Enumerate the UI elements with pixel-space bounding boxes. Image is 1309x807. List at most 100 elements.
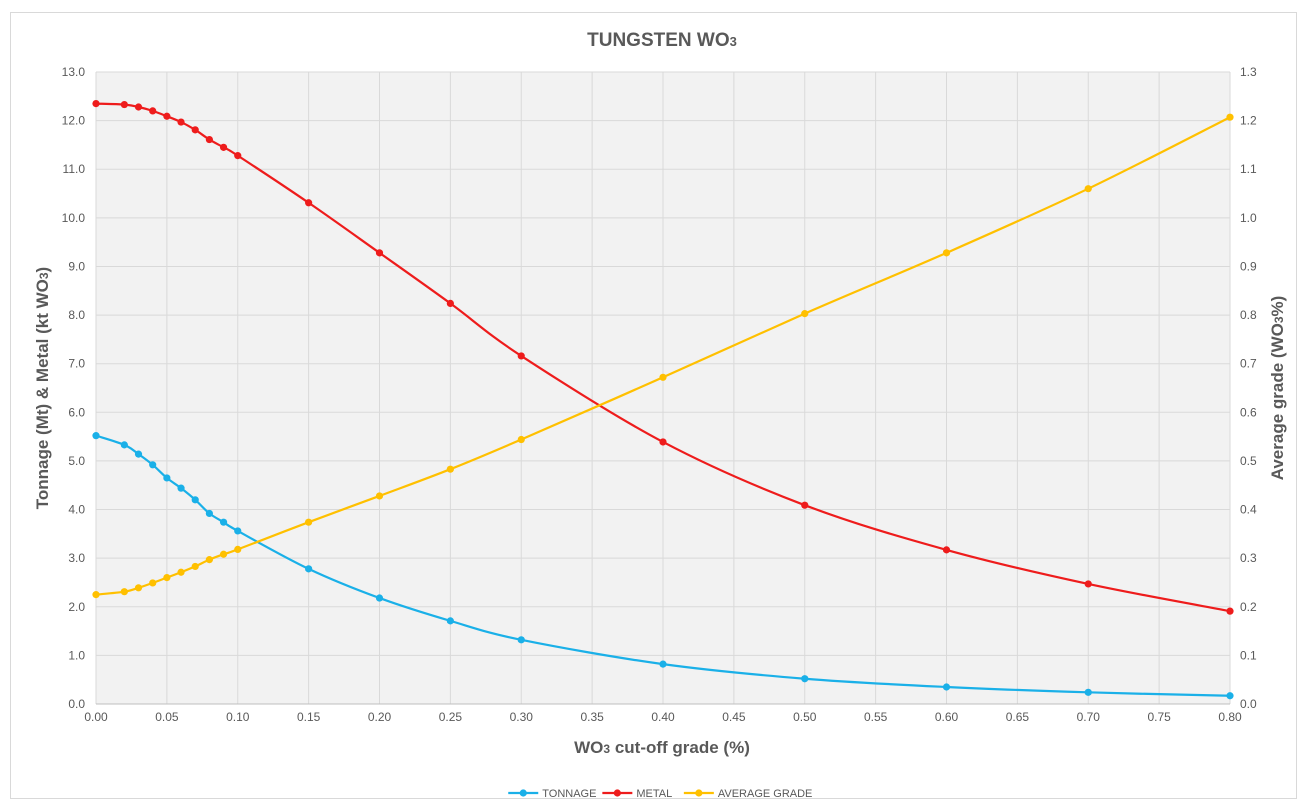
average-grade-point	[134, 584, 143, 592]
legend-item-tonnage: TONNAGE	[508, 788, 596, 800]
tonnage-point	[375, 594, 384, 602]
metal-point	[219, 143, 228, 151]
average-grade-point	[163, 574, 171, 582]
metal-point	[120, 100, 128, 109]
series-metal	[92, 100, 1234, 615]
metal-point	[163, 112, 171, 120]
y-left-tick-label: 0.0	[68, 697, 85, 711]
x-tick-labels: 0.00 0.05 0.10 0.15 0.20 0.25 0.30 0.35 0.40 0.45…	[84, 710, 1242, 724]
x-tick-label: 0.75	[1147, 710, 1171, 724]
x-tick-label: 0.80	[1218, 710, 1242, 724]
y-right-tick-label: 1.3	[1240, 65, 1257, 79]
x-tick-label: 0.35	[580, 710, 604, 724]
average-grade-line	[95, 116, 1231, 596]
y-left-tick-labels: 0.0 1.0 2.0 3.0 4.0 5.0 6.0 7.0 8.0 9.0 10.0 11.0 12…	[62, 65, 86, 711]
y-left-tick-label: 4.0	[68, 503, 85, 517]
y-left-tick-label: 1.0	[68, 648, 85, 662]
metal-point	[191, 126, 199, 134]
y-left-tick-label: 7.0	[68, 357, 85, 371]
y-left-tick-label: 5.0	[68, 454, 85, 468]
tonnage-point	[234, 527, 242, 535]
average-grade-point	[446, 465, 454, 473]
tonnage-point	[1084, 688, 1092, 696]
tonnage-point	[659, 660, 667, 668]
average-grade-point	[1226, 113, 1234, 121]
tonnage-point	[120, 441, 128, 449]
y-left-axis-title: Tonnage (Mt) & Metal (kt WO3)	[33, 267, 52, 509]
average-grade-point	[149, 579, 157, 587]
legend-item-metal: METAL	[602, 788, 672, 800]
legend-label: METAL	[636, 788, 672, 800]
y-right-tick-label: 0.2	[1240, 600, 1257, 614]
tonnage-point	[517, 636, 525, 644]
y-right-tick-label: 0.6	[1240, 405, 1257, 419]
metal-point	[305, 199, 313, 207]
tonnage-point	[1226, 692, 1234, 700]
y-right-tick-label: 1.1	[1240, 162, 1257, 176]
legend-label: TONNAGE	[542, 788, 596, 800]
legend-label: AVERAGE GRADE	[718, 788, 813, 800]
metal-point	[177, 118, 185, 126]
y-right-tick-label: 1.0	[1240, 211, 1257, 225]
y-left-tick-label: 9.0	[68, 259, 85, 273]
x-tick-label: 0.05	[155, 710, 179, 724]
tonnage-point	[942, 683, 951, 691]
legend: TONNAGE METAL AVERAGE GRADE	[508, 788, 812, 800]
legend-swatch-marker	[695, 789, 703, 797]
metal-line	[95, 102, 1231, 613]
series-average-grade	[92, 113, 1234, 599]
legend-swatch-marker	[519, 789, 527, 797]
average-grade-point	[177, 568, 185, 576]
x-tick-label: 0.00	[84, 710, 108, 724]
average-grade-point	[92, 591, 100, 599]
series-tonnage	[92, 432, 1234, 700]
tonnage-point	[219, 518, 228, 526]
tonnage-point	[134, 450, 143, 458]
x-tick-label: 0.25	[439, 710, 463, 724]
y-left-tick-label: 13.0	[62, 65, 86, 79]
average-grade-point	[219, 550, 228, 558]
metal-point	[446, 299, 454, 308]
metal-point	[234, 152, 242, 160]
metal-point	[375, 249, 384, 257]
tonnage-point	[446, 617, 454, 625]
x-tick-label: 0.40	[651, 710, 675, 724]
y-left-tick-label: 2.0	[68, 600, 85, 614]
metal-point	[1084, 580, 1092, 588]
metal-point	[801, 501, 809, 509]
tonnage-point	[92, 432, 100, 440]
metal-point	[659, 438, 667, 446]
metal-point	[149, 107, 157, 115]
y-right-tick-label: 1.2	[1240, 114, 1257, 128]
y-right-axis-title: Average grade (WO3%)	[1268, 296, 1287, 481]
average-grade-point	[659, 373, 667, 381]
legend-swatch-marker	[613, 789, 621, 797]
metal-point	[134, 103, 143, 111]
x-tick-label: 0.50	[793, 710, 817, 724]
average-grade-point	[1084, 185, 1092, 193]
average-grade-point	[942, 249, 951, 257]
chart-title: TUNGSTEN WO3	[587, 30, 737, 51]
average-grade-point	[801, 310, 809, 318]
y-right-tick-label: 0.5	[1240, 454, 1257, 468]
average-grade-point	[234, 545, 242, 554]
y-left-tick-label: 8.0	[68, 308, 85, 322]
y-right-tick-label: 0.7	[1240, 357, 1257, 371]
tonnage-point	[149, 461, 157, 469]
average-grade-point	[120, 588, 128, 596]
x-tick-label: 0.70	[1077, 710, 1101, 724]
tonnage-point	[305, 565, 313, 573]
average-grade-point	[375, 492, 384, 500]
x-tick-label: 0.45	[722, 710, 746, 724]
x-tick-label: 0.15	[297, 710, 321, 724]
y-right-tick-label: 0.0	[1240, 697, 1257, 711]
y-right-tick-label: 0.9	[1240, 259, 1257, 273]
average-grade-point	[191, 562, 199, 571]
y-right-tick-labels: 0.0 0.1 0.2 0.3 0.4 0.5 0.6 0.7 0.8 0.9 1.0 1.1 1.2 1…	[1240, 65, 1257, 711]
y-left-tick-label: 3.0	[68, 551, 85, 565]
y-right-tick-label: 0.8	[1240, 308, 1257, 322]
average-grade-point	[205, 556, 213, 564]
y-right-tick-label: 0.3	[1240, 551, 1257, 565]
tonnage-point	[205, 509, 213, 518]
y-left-tick-label: 11.0	[63, 162, 86, 176]
